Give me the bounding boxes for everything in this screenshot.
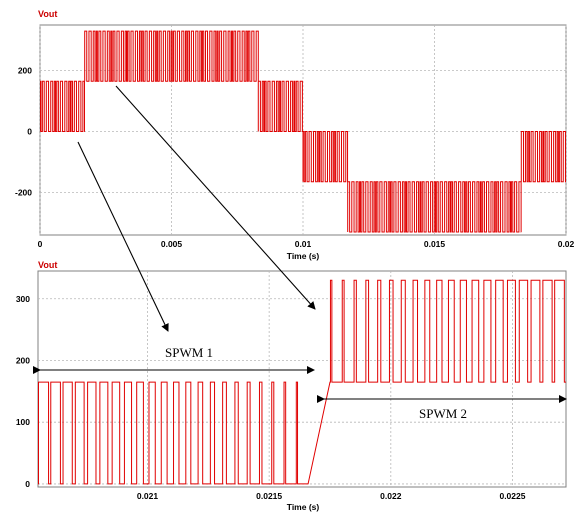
top-tick-labels: 0 0.005 0.01 0.015 0.02 200 0 -200	[15, 66, 575, 249]
top-y-tick-label: 0	[27, 127, 32, 137]
top-chart-ylabel: Vout	[38, 9, 57, 19]
bottom-tick-labels: 0.021 0.0215 0.022 0.0225 300 200 100 0	[16, 294, 526, 501]
bottom-x-tick-label: 0.0225	[499, 491, 525, 501]
zoom-arrow-spwm1	[77, 141, 169, 332]
bottom-y-tick-label: 200	[16, 355, 30, 365]
bottom-chart-xlabel: Time (s)	[287, 502, 320, 512]
bottom-chart: Vout 0.021 0.0215 0.022 0.0225 300 200 100 0 Ti…	[16, 260, 567, 512]
bottom-y-tick-label: 0	[25, 479, 30, 489]
top-x-tick-label: 0.005	[161, 239, 183, 249]
top-chart: Vout 0 0.005 0.01 0.015 0.02 200 0 -200 Time (s…	[15, 9, 575, 261]
spwm2-label: SPWM 2	[419, 406, 467, 421]
top-chart-xlabel: Time (s)	[287, 251, 320, 261]
top-x-tick-label: 0.02	[558, 239, 575, 249]
bottom-x-tick-label: 0.022	[380, 491, 402, 501]
spwm1-label: SPWM 1	[165, 345, 213, 360]
top-y-tick-label: -200	[15, 187, 32, 197]
bottom-x-tick-label: 0.021	[137, 491, 159, 501]
bottom-chart-ylabel: Vout	[38, 260, 57, 270]
zoom-arrow-spwm2	[115, 85, 316, 310]
bottom-y-tick-label: 300	[16, 294, 30, 304]
bottom-plot-area	[37, 270, 567, 488]
bottom-vout-series	[38, 279, 566, 485]
top-x-tick-label: 0	[38, 239, 43, 249]
top-x-tick-label: 0.01	[295, 239, 312, 249]
bottom-y-tick-label: 100	[16, 417, 30, 427]
bottom-x-tick-label: 0.0215	[256, 491, 282, 501]
top-x-tick-label: 0.015	[424, 239, 446, 249]
top-vout-series	[40, 30, 566, 233]
top-y-tick-label: 200	[18, 66, 32, 76]
annotations: SPWM 1 SPWM 2	[33, 85, 567, 421]
